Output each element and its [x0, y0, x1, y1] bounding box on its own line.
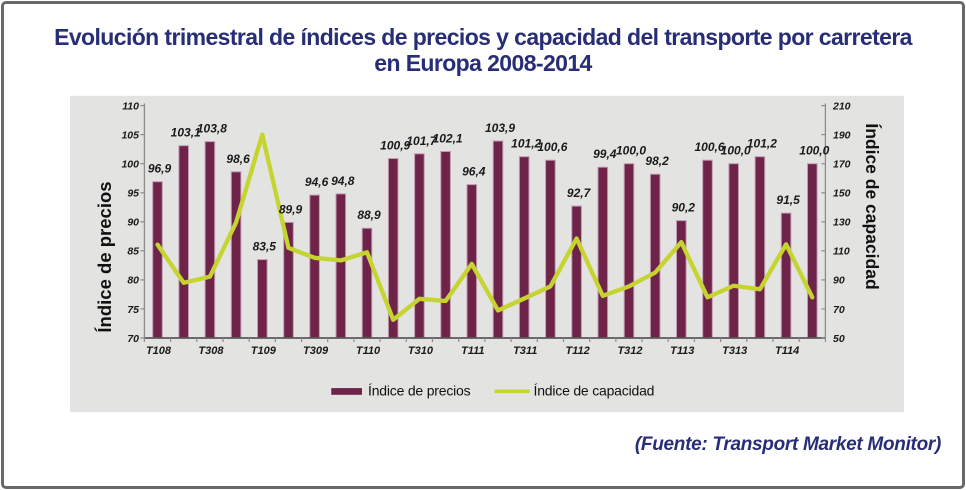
svg-text:96,4: 96,4 — [462, 165, 486, 179]
svg-text:96,9: 96,9 — [148, 162, 172, 176]
svg-text:70: 70 — [833, 304, 845, 316]
svg-text:T312: T312 — [617, 345, 642, 357]
svg-text:100,9: 100,9 — [380, 139, 410, 153]
svg-text:103,9: 103,9 — [485, 121, 515, 135]
svg-text:T114: T114 — [775, 345, 799, 357]
svg-text:110: 110 — [122, 100, 139, 112]
svg-text:100,0: 100,0 — [721, 144, 751, 158]
svg-text:83,5: 83,5 — [253, 240, 277, 254]
svg-text:89,9: 89,9 — [279, 202, 303, 216]
svg-text:T311: T311 — [513, 345, 537, 357]
svg-text:90: 90 — [127, 217, 139, 229]
svg-text:90: 90 — [833, 275, 845, 287]
svg-text:101,2: 101,2 — [747, 137, 777, 151]
svg-text:170: 170 — [833, 159, 851, 171]
svg-text:100,6: 100,6 — [694, 140, 724, 154]
svg-text:T111: T111 — [461, 345, 484, 357]
svg-text:103,8: 103,8 — [197, 122, 227, 136]
svg-text:94,6: 94,6 — [305, 175, 329, 189]
svg-text:94,8: 94,8 — [331, 174, 355, 188]
svg-text:98,2: 98,2 — [645, 154, 669, 168]
svg-text:70: 70 — [127, 333, 139, 345]
svg-text:88,9: 88,9 — [357, 208, 381, 222]
svg-text:Índice de precios: Índice de precios — [94, 181, 115, 332]
svg-text:100: 100 — [121, 159, 139, 171]
svg-text:110: 110 — [833, 246, 850, 258]
svg-text:T309: T309 — [303, 345, 329, 357]
svg-text:190: 190 — [833, 129, 851, 141]
svg-text:Índice de precios: Índice de precios — [368, 383, 471, 399]
svg-text:T310: T310 — [408, 345, 434, 357]
svg-text:210: 210 — [832, 100, 851, 112]
svg-text:T110: T110 — [356, 345, 381, 357]
svg-text:92,7: 92,7 — [567, 186, 592, 200]
svg-text:50: 50 — [833, 333, 845, 345]
svg-text:Índice de capacidad: Índice de capacidad — [534, 383, 655, 399]
svg-text:T108: T108 — [146, 345, 172, 357]
svg-text:T112: T112 — [565, 345, 589, 357]
svg-text:90,2: 90,2 — [672, 201, 696, 215]
svg-text:99,4: 99,4 — [593, 147, 617, 161]
svg-text:103,1: 103,1 — [171, 126, 201, 140]
svg-text:85: 85 — [127, 246, 139, 258]
svg-text:101,7: 101,7 — [406, 134, 437, 148]
svg-text:100,0: 100,0 — [616, 144, 646, 158]
svg-text:130: 130 — [833, 217, 851, 229]
svg-text:101,2: 101,2 — [511, 137, 541, 151]
svg-text:T113: T113 — [670, 345, 694, 357]
svg-text:Índice de capacidad: Índice de capacidad — [862, 123, 883, 289]
svg-text:T308: T308 — [198, 345, 224, 357]
svg-text:102,1: 102,1 — [433, 132, 463, 146]
svg-text:105: 105 — [121, 129, 139, 141]
svg-text:80: 80 — [127, 275, 139, 287]
svg-text:95: 95 — [127, 188, 139, 200]
svg-text:150: 150 — [833, 188, 851, 200]
svg-text:100,6: 100,6 — [537, 140, 567, 154]
svg-text:100,0: 100,0 — [799, 144, 829, 158]
svg-text:98,6: 98,6 — [226, 152, 250, 166]
svg-text:75: 75 — [127, 304, 139, 316]
svg-text:91,5: 91,5 — [776, 193, 800, 207]
svg-text:T109: T109 — [251, 345, 277, 357]
svg-text:T313: T313 — [722, 345, 747, 357]
